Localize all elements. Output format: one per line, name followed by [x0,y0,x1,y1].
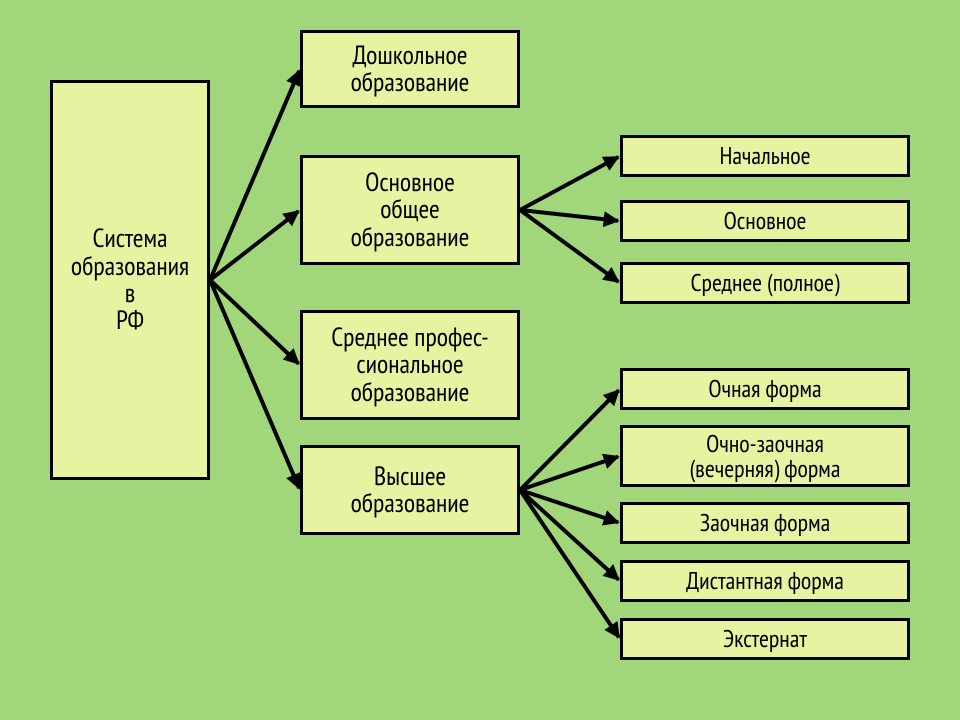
node-h4: Дистантная форма [620,560,910,602]
edge-gen-g3 [520,210,618,282]
node-gen: Основное общее образование [300,155,520,265]
edge-gen-g2 [520,210,618,221]
edge-high-h1 [520,390,619,490]
node-h2: Очно-заочная (вечерняя) форма [620,425,910,487]
edge-high-h3 [520,490,618,522]
node-h3: Заочная форма [620,502,910,544]
node-pre: Дошкольное образование [300,30,520,108]
edge-gen-g1 [520,157,618,210]
edge-high-h4 [520,490,619,580]
edge-high-h5 [520,490,619,637]
edge-root-pre [210,71,299,280]
node-h1: Очная форма [620,368,910,410]
edge-root-gen [210,211,298,280]
node-high: Высшее образование [300,445,520,535]
edge-root-high [210,280,299,488]
edge-root-voc [210,280,299,364]
node-voc: Среднее профес- сиональное образование [300,310,520,420]
node-g1: Начальное [620,135,910,177]
node-h5: Экстернат [620,618,910,660]
node-g2: Основное [620,200,910,242]
node-root: Система образования в РФ [50,80,210,480]
node-g3: Среднее (полное) [620,262,910,304]
edge-high-h2 [520,457,618,490]
